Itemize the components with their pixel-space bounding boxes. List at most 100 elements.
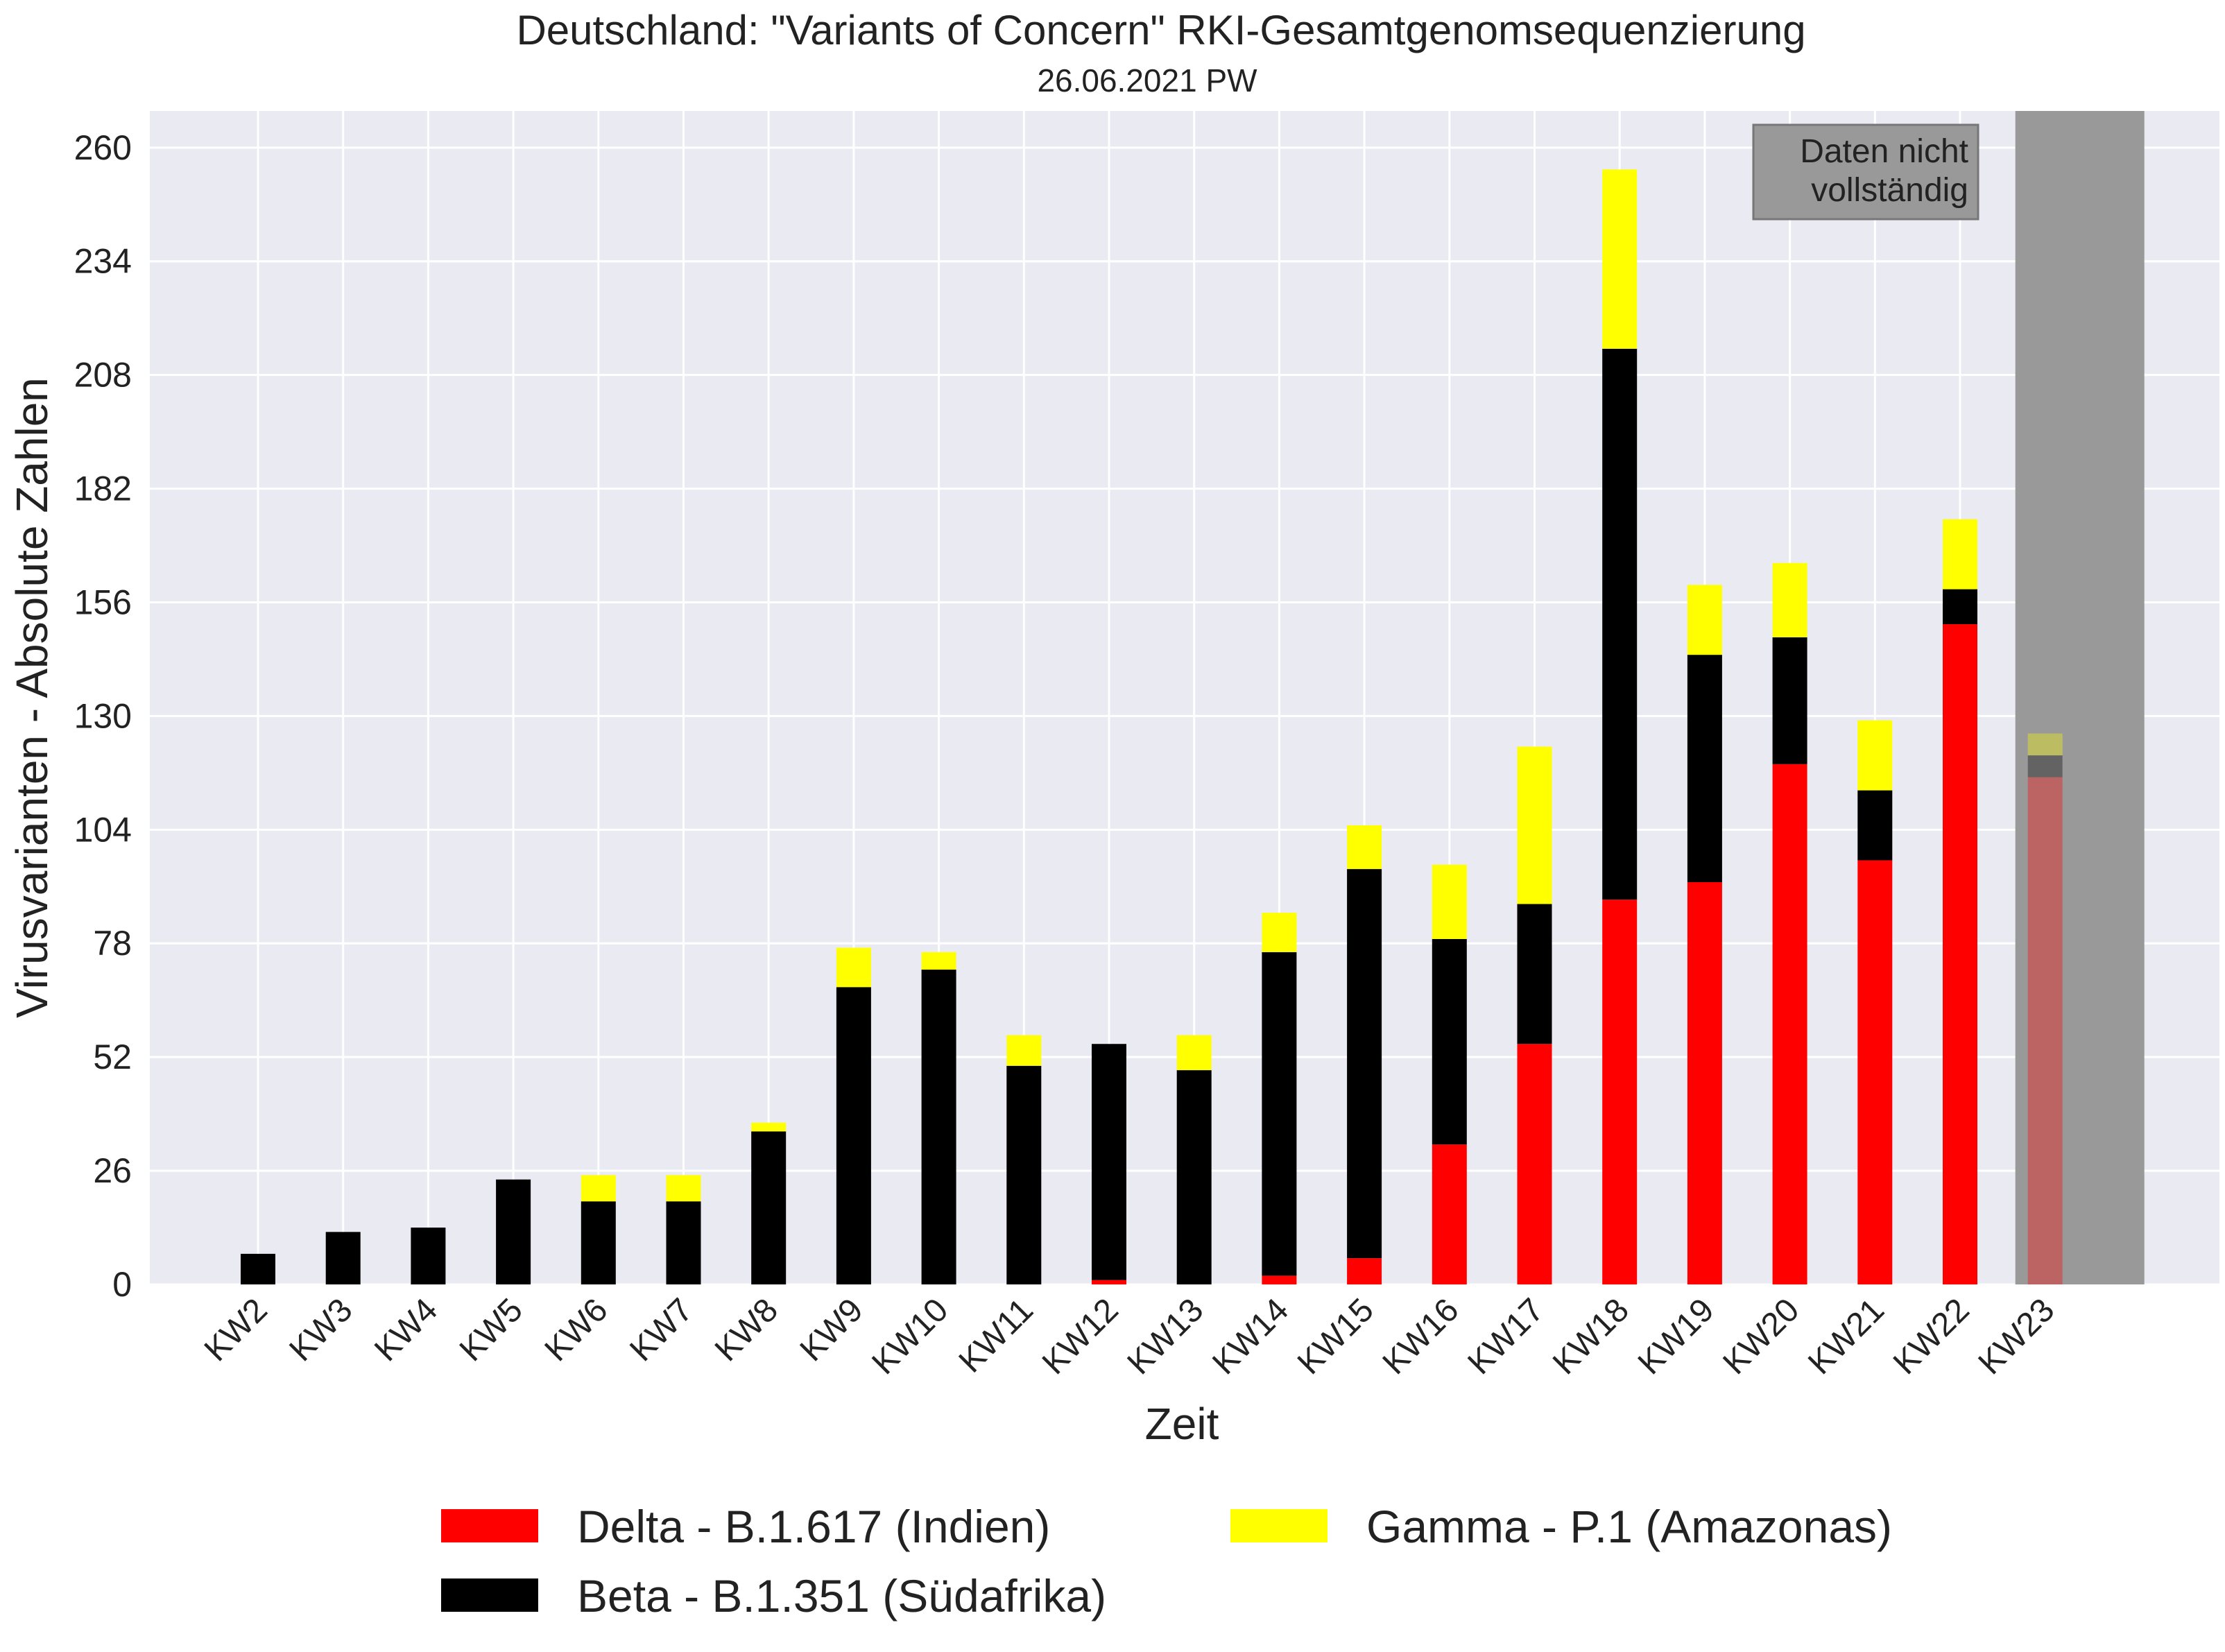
y-tick-label: 52 [93,1038,132,1076]
x-tick-label: KW18 [1546,1291,1636,1382]
bar-KW16-beta [1432,938,1467,1145]
bar-KW13-gamma [1176,1035,1212,1071]
y-tick-label: 130 [74,696,132,735]
bar-KW7-gamma [666,1175,701,1202]
x-tick-label: KW6 [538,1291,615,1368]
bar-KW23-gamma [2027,733,2063,756]
x-tick-label: KW8 [708,1291,785,1368]
x-tick-label: KW3 [282,1291,359,1368]
bar-KW16-gamma [1432,864,1467,939]
bar-KW7-beta [666,1201,701,1284]
bar-KW4-beta [411,1228,446,1284]
legend-label: Delta - B.1.617 (Indien) [577,1501,1050,1552]
y-tick-label: 104 [74,810,132,849]
bar-KW11-beta [1006,1065,1042,1284]
bar-KW16-delta [1432,1144,1467,1284]
bar-KW11-gamma [1006,1035,1042,1066]
x-tick-label: KW10 [865,1291,955,1382]
x-tick-label: KW12 [1036,1291,1126,1382]
x-tick-label: KW14 [1205,1291,1296,1382]
chart-subtitle: 26.06.2021 PW [1037,62,1257,98]
x-tick-label: KW19 [1631,1291,1721,1382]
y-tick-label: 208 [74,356,132,395]
x-tick-label: KW20 [1716,1291,1806,1382]
bar-KW14-beta [1262,952,1297,1276]
bar-KW17-beta [1517,904,1552,1044]
bar-KW10-beta [921,970,956,1284]
legend-label: Gamma - P.1 (Amazonas) [1366,1501,1892,1552]
x-tick-label: KW16 [1376,1291,1466,1382]
bar-KW15-beta [1347,869,1382,1259]
bar-KW18-gamma [1602,169,1638,349]
bar-KW22-beta [1943,589,1977,625]
bar-KW9-gamma [836,947,871,988]
y-tick-label: 0 [112,1265,132,1304]
incomplete-band-rect [2015,111,2145,1284]
bar-KW13-beta [1176,1070,1212,1284]
bar-KW17-gamma [1517,746,1552,904]
y-tick-label: 234 [74,242,132,281]
bar-KW20-delta [1772,764,1807,1284]
bar-KW18-beta [1602,348,1638,900]
x-axis-ticks: KW2 KW3 KW4 KW5 KW6 KW7 KW8 KW9KW10KW11KW12KW13… [198,1291,2062,1382]
incomplete-note-line: vollständig [1811,172,1968,209]
x-tick-label: KW2 [198,1291,275,1368]
x-tick-label: KW22 [1887,1291,1977,1382]
x-tick-label: KW11 [952,1291,1040,1379]
bar-KW21-delta [1857,860,1893,1284]
bar-KW14-delta [1262,1275,1297,1284]
bar-KW8-beta [751,1131,787,1284]
bar-KW23-beta [2027,755,2063,777]
chart-title: Deutschland: "Variants of Concern" RKI-G… [516,7,1805,53]
legend-label: Beta - B.1.351 (Südafrika) [577,1570,1106,1621]
legend-swatch [441,1578,538,1612]
x-tick-label: KW7 [623,1291,700,1368]
incomplete-note-box [1752,123,1979,221]
bar-KW12-delta [1092,1280,1126,1284]
y-tick-label: 26 [93,1151,132,1190]
y-tick-label: 260 [74,128,132,167]
bar-KW20-gamma [1772,562,1807,637]
x-tick-label: KW5 [453,1291,530,1368]
x-tick-label: KW13 [1121,1291,1211,1382]
bar-KW19-gamma [1687,585,1722,655]
bar-KW22-delta [1943,624,1977,1284]
bar-KW5-beta [496,1179,531,1284]
y-tick-label: 156 [74,583,132,621]
y-axis-ticks: 0 26 52 78 104 130 156 182 208 234 260 [74,128,132,1304]
y-axis-label: Virusvarianten - Absolute Zahlen [7,377,57,1018]
x-tick-label: KW9 [793,1291,870,1368]
bar-KW21-gamma [1857,720,1893,791]
y-tick-label: 78 [93,924,132,963]
x-axis-label: Zeit [1145,1399,1219,1449]
bar-KW2-beta [241,1253,275,1284]
legend: Delta - B.1.617 (Indien) Beta - B.1.351 (… [441,1501,1892,1621]
bar-KW15-delta [1347,1258,1382,1284]
bar-KW19-delta [1687,881,1722,1284]
bar-KW19-beta [1687,655,1722,882]
bar-KW14-gamma [1262,913,1297,952]
bar-KW3-beta [325,1232,361,1284]
bar-KW22-gamma [1943,519,1977,590]
bar-KW20-beta [1772,637,1807,764]
bar-KW21-beta [1857,790,1893,861]
bar-KW6-gamma [581,1175,616,1202]
bar-KW15-gamma [1347,825,1382,870]
bar-KW6-beta [581,1201,616,1284]
x-tick-label: KW23 [1972,1291,2062,1382]
bar-KW8-gamma [751,1122,787,1132]
bar-KW23-delta [2027,777,2063,1284]
x-tick-label: KW17 [1461,1291,1551,1382]
bar-KW10-gamma [921,952,956,970]
bars [241,169,2063,1284]
bar-KW17-delta [1517,1044,1552,1284]
y-tick-label: 182 [74,470,132,508]
legend-swatch [1230,1509,1328,1542]
bar-KW18-delta [1602,900,1638,1284]
legend-swatch [441,1509,538,1542]
x-tick-label: KW4 [368,1291,445,1368]
x-tick-label: KW21 [1801,1291,1891,1382]
x-tick-label: KW15 [1291,1291,1381,1382]
incomplete-band [2015,111,2145,1284]
